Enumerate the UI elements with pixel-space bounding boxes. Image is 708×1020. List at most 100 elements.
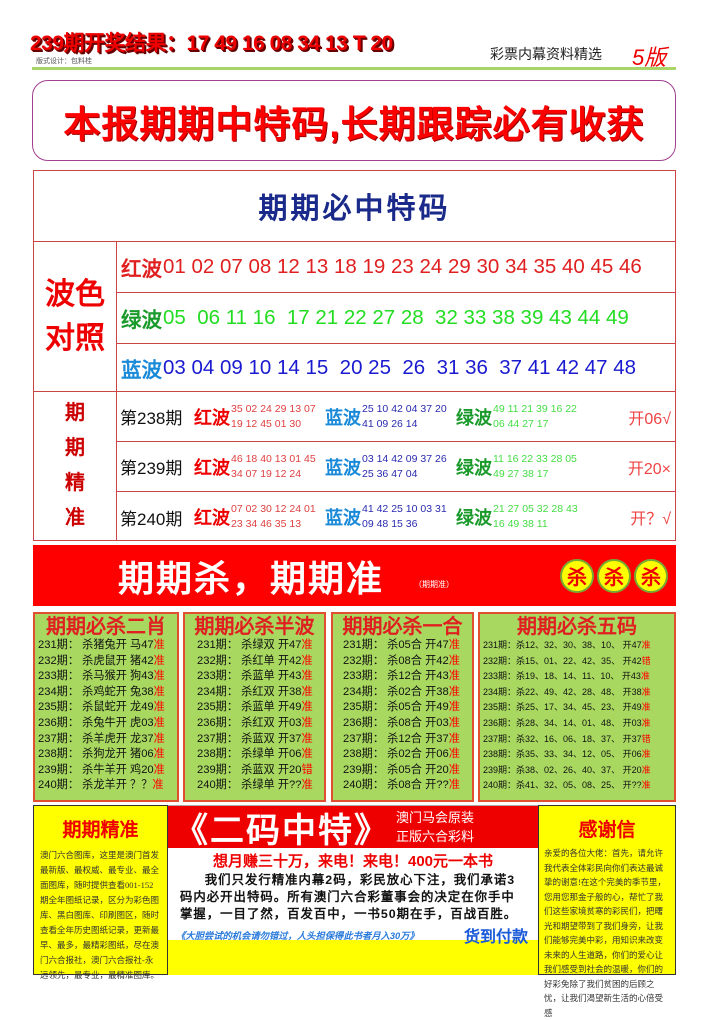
column-row: 234期： 杀鸡蛇开 兔38准 [35,685,177,701]
column-row: 234期： 杀02合 开38准 [333,685,472,701]
column-row: 237期： 杀12合 开37准 [333,732,472,748]
row-text: 237期：杀32、16、06、18、37、 开37 [483,733,642,744]
column-row: 236期： 杀兔牛开 虎03准 [35,716,177,732]
row-mark: 准 [301,654,313,667]
red-wave-label: 红波 [194,508,230,528]
row-mark: 准 [153,763,165,776]
blue-numbers: 25 36 47 04 [362,467,418,480]
row-text: 233期： 杀蓝单 开43 [197,670,302,683]
green-wave-label: 绿波 [456,508,492,528]
row-text: 233期： 杀12合 开43 [343,670,449,683]
slogan-box: 本报期期中特码,长期跟踪必有收获 [32,80,676,161]
row-text: 240期： 杀08合 开?? [343,779,449,792]
row-mark: 准 [153,701,165,714]
kill-column: 期期必杀半波 231期： 杀绿双 开47准 232期： 杀红单 开42准 233期： … [183,612,326,802]
row-mark: 准 [153,670,165,683]
period-label-char: 准 [65,507,85,529]
row-text: 238期： 杀02合 开06 [343,748,449,761]
period-row: 第238期 红波 35 02 24 29 13 07 19 12 45 01 30 蓝波… [117,392,675,442]
row-text: 240期：杀41、32、05、08、25、 开?? [483,780,642,791]
row-text: 236期：杀28、34、14、01、48、 开03 [483,717,642,728]
draw-result-headline: 239期开奖结果：17 49 16 08 34 13 T 20 [30,32,393,55]
period-label: 期 期 精 准 [34,392,117,540]
column-row: 239期： 杀蓝双 开20错 [185,763,324,779]
kill-badge: 杀 [560,558,594,593]
green-numbers: 21 27 05 32 28 43 [493,503,578,515]
row-text: 234期： 杀鸡蛇开 兔38 [38,685,154,698]
row-text: 231期： 杀05合 开47 [343,639,449,651]
period-result: 开06√ [628,410,671,428]
row-mark: 准 [301,639,313,651]
row-mark: 准 [448,763,460,776]
row-text: 235期： 杀蓝单 开49 [197,701,302,714]
ad-side-line: 澳门马会原装 [396,810,475,825]
column-row: 239期： 杀05合 开20准 [333,763,472,779]
row-mark: 准 [153,732,165,745]
main-title: 期期必中特码 [34,171,675,242]
period-name: 第238期 [120,409,183,428]
column-row: 238期： 杀狗龙开 猪06准 [35,747,177,763]
wave-row: 蓝波 03 04 09 10 14 15 20 25 26 31 36 37 41… [117,344,675,392]
row-text: 237期： 杀羊虎开 龙37 [38,732,154,745]
row-mark: 错 [301,763,313,776]
red-numbers: 07 02 30 12 24 01 [231,503,316,515]
column-row: 240期： 杀龙羊开 ？？准 [35,778,177,794]
thank-you-title: 感谢信 [578,820,636,841]
column-row: 231期：杀12、32、30、38、10、 开47准 [480,638,674,654]
wave-name: 绿波 [121,309,162,332]
column-title: 期期必杀半波 [194,616,315,638]
row-text: 236期： 杀兔牛开 虎03 [38,716,154,729]
column-row: 240期：杀41、32、05、08、25、 开??准 [480,778,674,794]
row-text: 237期： 杀12合 开37 [343,732,449,745]
column-row: 236期： 杀红双 开03准 [185,716,324,732]
ad-promo: 想月赚三十万，来电！来电！400元一本书 [212,853,494,870]
ad-panel: 《二码中特》 澳门马会原装 正版六合彩料 想月赚三十万，来电！来电！400元一本… [168,805,538,946]
row-mark: 准 [448,701,460,714]
design-credit: 版式设计：包料桂 [36,58,92,65]
green-numbers: 49 11 21 39 16 22 [493,402,577,415]
thank-you-panel: 感谢信 亲爱的各位大佬：首先，请允许我代表全体彩民向你们表达最诚挚的谢意!在这个… [538,805,676,1018]
column-row: 234期：杀22、49、42、28、48、 开38准 [480,685,674,701]
red-numbers: 34 07 19 12 24 [231,467,302,480]
row-mark: 准 [301,779,313,792]
column-row: 237期： 杀羊虎开 龙37准 [35,732,177,748]
row-mark: 准 [153,748,165,761]
column-row: 233期： 杀12合 开43准 [333,669,472,685]
column-row: 235期： 杀鼠蛇开 龙49准 [35,700,177,716]
column-row: 235期： 杀蓝单 开49准 [185,700,324,716]
row-text: 240期： 杀龙羊开 ？？ [38,779,153,792]
row-text: 239期： 杀蓝双 开20 [197,763,302,776]
blue-numbers: 25 10 42 04 37 20 [362,402,447,415]
edition-number: 5版 [632,45,667,70]
thank-you-text: 亲爱的各位大佬：首先，请允许我代表全体彩民向你们表达最诚挚的谢意!在这个完美的季… [544,848,666,1018]
row-text: 231期： 杀猪兔开 马47 [38,639,154,651]
wave-name: 蓝波 [121,358,162,382]
header-divider [32,67,676,70]
row-text: 232期： 杀08合 开42 [343,654,449,667]
ad-side-line: 正版六合彩料 [396,829,475,844]
row-text: 237期： 杀蓝双 开37 [197,732,302,745]
red-wave-label: 红波 [194,407,230,428]
kill-column: 期期必杀一合 231期： 杀05合 开47准 232期： 杀08合 开42准 233期… [331,612,474,802]
ad-body: 我们只发行精准内幕2码，彩民放心下注，我们承诺3码内必开出特码。所有澳门六合彩董… [180,873,518,921]
green-numbers: 11 16 22 33 28 05 [493,452,577,465]
row-text: 236期： 杀08合 开03 [343,716,449,729]
row-mark: 准 [448,670,460,683]
row-mark: 错 [641,655,651,666]
row-text: 234期： 杀红双 开38 [197,685,302,698]
row-text: 238期：杀35、33、34、12、05、 开06 [483,749,642,760]
row-mark: 准 [640,671,650,682]
period-label-char: 期 [65,437,85,459]
column-row: 231期： 杀猪兔开 马47准 [35,638,177,654]
column-row: 233期： 杀蓝单 开43准 [185,669,324,685]
row-text: 239期：杀38、02、26、40、37、 开20 [483,764,642,775]
main-table: 期期必中特码 波色 对照 红波 01 02 07 08 12 13 18 19 2… [33,170,676,541]
accuracy-panel: 期期精准 澳门六合图库，这里是澳门首发最新版、最权威、最专业、最全面图库，随时提… [33,805,168,980]
row-mark: 错 [641,733,651,744]
row-mark: 准 [301,716,313,729]
column-row: 240期： 杀08合 开??准 [333,778,472,794]
row-text: 232期： 杀红单 开42 [197,654,302,667]
blue-numbers: 41 09 26 14 [362,417,418,430]
green-wave-label: 绿波 [456,457,492,478]
red-numbers: 46 18 40 13 01 45 [231,452,316,465]
